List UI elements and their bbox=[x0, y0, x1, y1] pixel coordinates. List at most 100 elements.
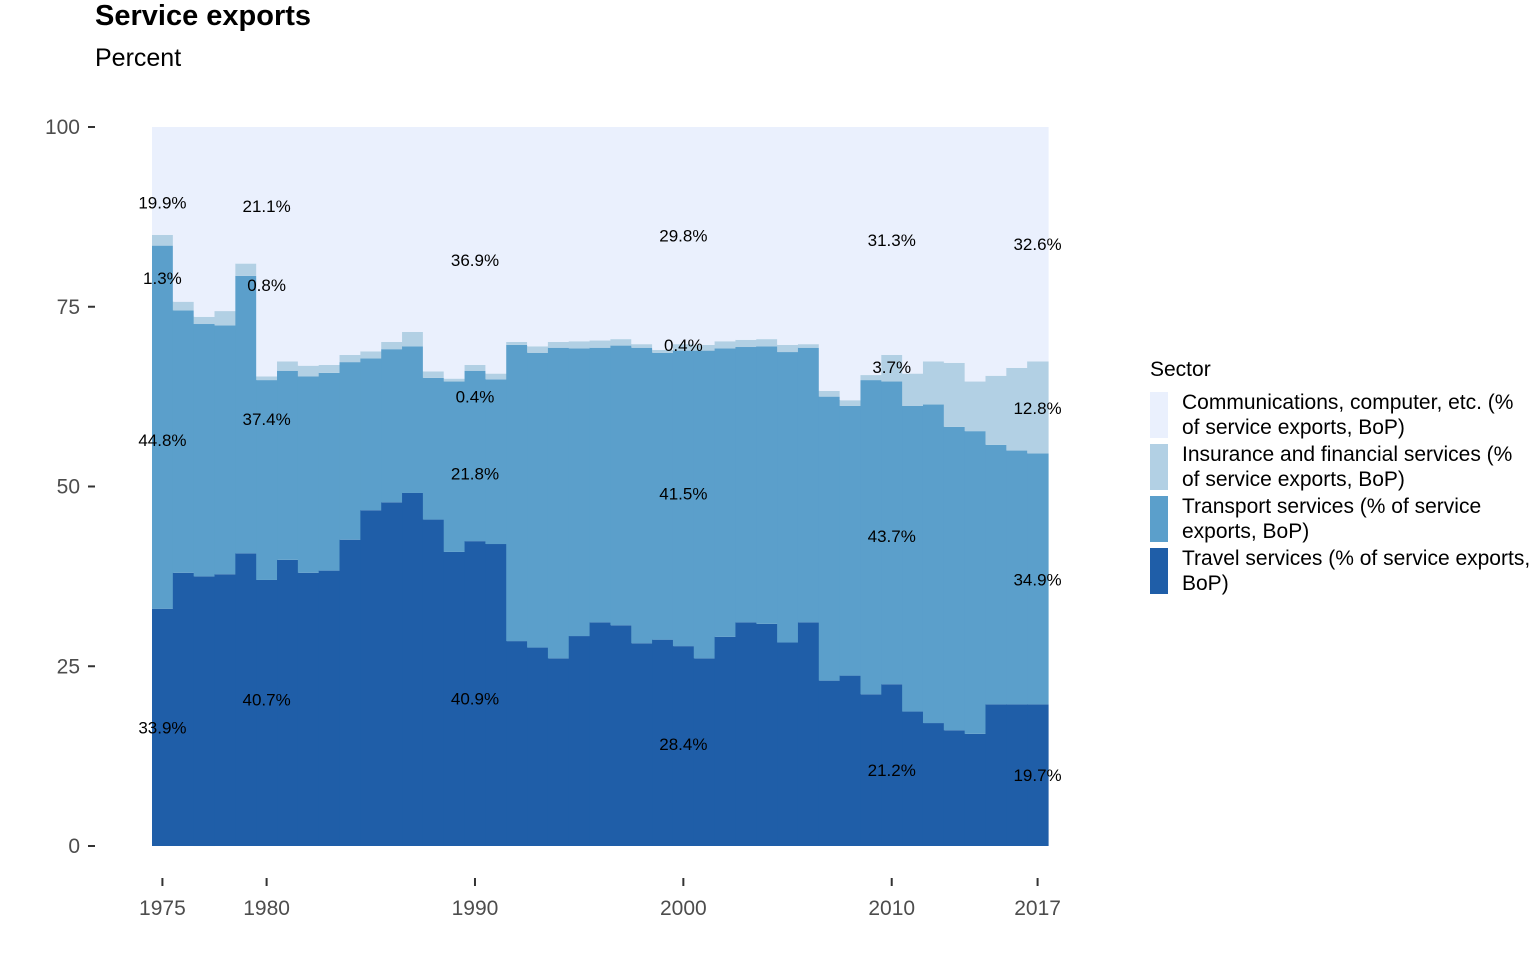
bar-segment-2010-s1 bbox=[881, 381, 903, 685]
bar-segment-2006-s1 bbox=[797, 347, 820, 623]
data-label-1980-5: 37.4% bbox=[243, 410, 291, 429]
bar-segment-1999-s0 bbox=[652, 639, 674, 846]
bar-segment-2007-s3 bbox=[818, 127, 841, 391]
bar-segment-1994-s1 bbox=[547, 347, 570, 659]
bar-segment-2005-s0 bbox=[777, 642, 799, 846]
bar-segment-2013-s3 bbox=[943, 127, 966, 363]
bar-segment-2016-s0 bbox=[1006, 704, 1028, 846]
bar-segment-1993-s1 bbox=[527, 352, 549, 648]
bar-segment-1976-s2 bbox=[172, 301, 195, 311]
bar-segment-2012-s3 bbox=[922, 127, 945, 362]
bar-segment-2014-s1 bbox=[964, 431, 987, 734]
data-label-1975-0: 33.9% bbox=[138, 718, 186, 737]
bar-segment-2000-s1 bbox=[672, 350, 695, 647]
bar-segment-1976-s3 bbox=[172, 127, 195, 302]
bar-segment-2015-s0 bbox=[985, 704, 1007, 846]
bar-segment-1986-s1 bbox=[381, 349, 403, 503]
bar-segment-1984-s1 bbox=[339, 362, 361, 540]
bar-segment-1984-s0 bbox=[339, 539, 361, 846]
bar-segment-2002-s1 bbox=[714, 348, 737, 637]
bar-segment-2013-s2 bbox=[943, 362, 966, 427]
bar-segment-2012-s2 bbox=[922, 361, 945, 405]
data-label-2000-13: 41.5% bbox=[659, 485, 707, 504]
data-label-2010-19: 31.3% bbox=[868, 231, 916, 250]
bar-segment-2015-s3 bbox=[985, 127, 1007, 376]
bar-segment-1990-s0 bbox=[464, 541, 486, 846]
bar-segment-1996-s0 bbox=[589, 622, 612, 846]
legend-swatch-insurance bbox=[1150, 444, 1168, 490]
bar-segment-1980-s1 bbox=[256, 380, 278, 580]
bar-segment-2012-s1 bbox=[922, 404, 945, 724]
bar-segment-1983-s1 bbox=[318, 372, 341, 571]
bar-segment-2004-s0 bbox=[756, 623, 778, 846]
bar-segment-1996-s3 bbox=[589, 127, 612, 341]
bar-segment-1980-s0 bbox=[256, 579, 278, 846]
bar-segment-2017-s2 bbox=[1027, 361, 1049, 454]
bar-segment-1990-s1 bbox=[464, 370, 486, 542]
y-axis: 0 25 50 75 100 bbox=[45, 116, 95, 858]
bar-segment-1979-s3 bbox=[235, 127, 257, 264]
bar-segment-2008-s3 bbox=[839, 127, 862, 401]
bar-segment-1982-s2 bbox=[297, 365, 320, 377]
bar-segment-1981-s3 bbox=[277, 127, 299, 362]
bar-segment-1983-s0 bbox=[318, 570, 341, 846]
bar-segment-1978-s0 bbox=[214, 574, 236, 846]
legend-label-communications: Communications, computer, etc. (% of ser… bbox=[1182, 391, 1514, 439]
bar-segment-1987-s3 bbox=[402, 127, 424, 332]
data-label-1990-9: 21.8% bbox=[451, 465, 499, 484]
chart-subtitle: Percent bbox=[95, 44, 182, 72]
bar-segment-1991-s2 bbox=[485, 373, 507, 380]
bar-segment-1991-s0 bbox=[485, 544, 507, 846]
bar-segment-2009-s3 bbox=[860, 127, 882, 376]
data-label-1980-6: 0.8% bbox=[247, 276, 286, 295]
data-label-2017-22: 12.8% bbox=[1013, 399, 1061, 418]
bar-segment-2002-s3 bbox=[714, 127, 737, 342]
bar-segment-1978-s3 bbox=[214, 127, 236, 312]
bar-segment-1998-s3 bbox=[631, 127, 653, 345]
bar-segment-1977-s3 bbox=[193, 127, 216, 317]
bar-segment-1989-s2 bbox=[443, 378, 466, 382]
legend-label-insurance: Insurance and financial services (% of s… bbox=[1182, 443, 1513, 491]
bar-segment-1998-s0 bbox=[631, 643, 653, 846]
bars-layer bbox=[152, 127, 1049, 847]
x-tick-label-1975: 1975 bbox=[139, 897, 186, 920]
bar-segment-2014-s2 bbox=[964, 381, 987, 432]
bar-segment-1992-s1 bbox=[506, 344, 528, 642]
bar-segment-1983-s3 bbox=[318, 127, 341, 365]
bar-segment-1986-s2 bbox=[381, 341, 403, 350]
bar-segment-1980-s2 bbox=[256, 376, 278, 381]
bar-segment-1981-s2 bbox=[277, 361, 299, 371]
bar-segment-1998-s1 bbox=[631, 347, 653, 644]
data-label-1975-1: 44.8% bbox=[138, 431, 186, 450]
bar-segment-2014-s0 bbox=[964, 733, 987, 846]
bar-segment-1988-s3 bbox=[422, 127, 445, 372]
bar-segment-2004-s2 bbox=[756, 339, 778, 347]
bar-segment-1978-s1 bbox=[214, 325, 236, 575]
bar-segment-2003-s2 bbox=[735, 339, 757, 348]
bar-segment-2007-s0 bbox=[818, 680, 841, 846]
bar-segment-1981-s1 bbox=[277, 370, 299, 560]
bar-segment-1992-s2 bbox=[506, 341, 528, 345]
bar-segment-2001-s0 bbox=[693, 658, 716, 846]
bar-segment-1985-s1 bbox=[360, 358, 382, 511]
data-label-1980-4: 40.7% bbox=[243, 690, 291, 709]
y-tick-label-100: 100 bbox=[45, 116, 80, 139]
bar-segment-1980-s3 bbox=[256, 127, 278, 377]
bar-segment-2004-s3 bbox=[756, 127, 778, 340]
bar-segment-1981-s0 bbox=[277, 559, 299, 846]
bar-segment-1982-s3 bbox=[297, 127, 320, 366]
x-tick-label-2010: 2010 bbox=[868, 897, 915, 920]
y-tick-label-25: 25 bbox=[57, 655, 80, 678]
bar-segment-1992-s0 bbox=[506, 641, 528, 846]
bar-segment-2015-s2 bbox=[985, 375, 1007, 445]
bar-segment-2016-s3 bbox=[1006, 127, 1028, 368]
data-label-2017-23: 32.6% bbox=[1013, 235, 1061, 254]
bar-segment-2005-s1 bbox=[777, 352, 799, 643]
data-label-2010-18: 3.7% bbox=[872, 358, 911, 377]
bar-segment-1986-s0 bbox=[381, 502, 403, 846]
legend-item-travel: Travel services (% of service exports, B… bbox=[1150, 546, 1532, 596]
bar-segment-1991-s3 bbox=[485, 127, 507, 374]
bar-segment-1992-s3 bbox=[506, 127, 528, 342]
bar-segment-2017-s3 bbox=[1027, 127, 1049, 362]
